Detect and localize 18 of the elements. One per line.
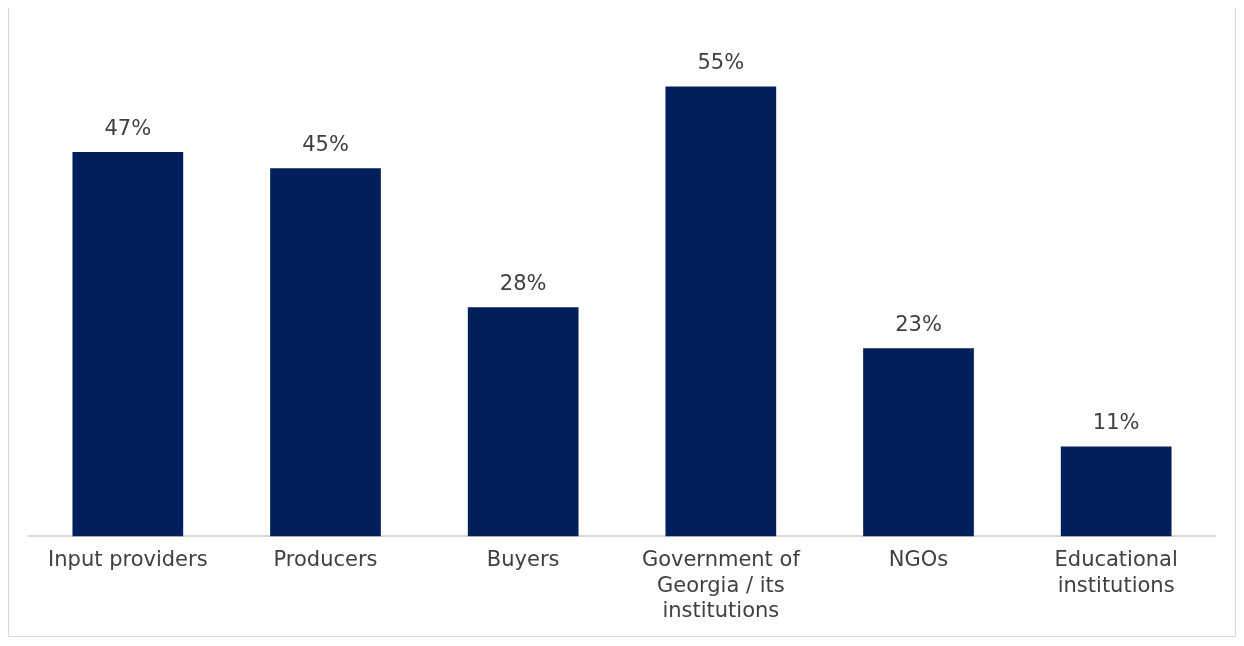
- x-tick-label: Producers: [273, 547, 378, 572]
- data-label: 28%: [499, 271, 547, 296]
- bar: [72, 151, 184, 537]
- data-label: 55%: [697, 50, 745, 75]
- x-tick-label: Government of Georgia / its institutions: [641, 547, 801, 622]
- bar: [1060, 446, 1172, 537]
- data-label: 47%: [104, 115, 152, 140]
- bar: [270, 168, 381, 537]
- x-tick-label: NGOs: [888, 547, 949, 572]
- bar: [467, 307, 579, 537]
- x-tick-label: Input providers: [48, 547, 208, 572]
- x-tick-label: Educational institutions: [1054, 547, 1178, 597]
- bar: [863, 348, 974, 537]
- data-label: 23%: [895, 312, 942, 337]
- x-tick-label: Buyers: [486, 547, 560, 572]
- data-label: 11%: [1092, 410, 1140, 435]
- bar: [665, 86, 777, 537]
- data-label: 45%: [302, 132, 349, 157]
